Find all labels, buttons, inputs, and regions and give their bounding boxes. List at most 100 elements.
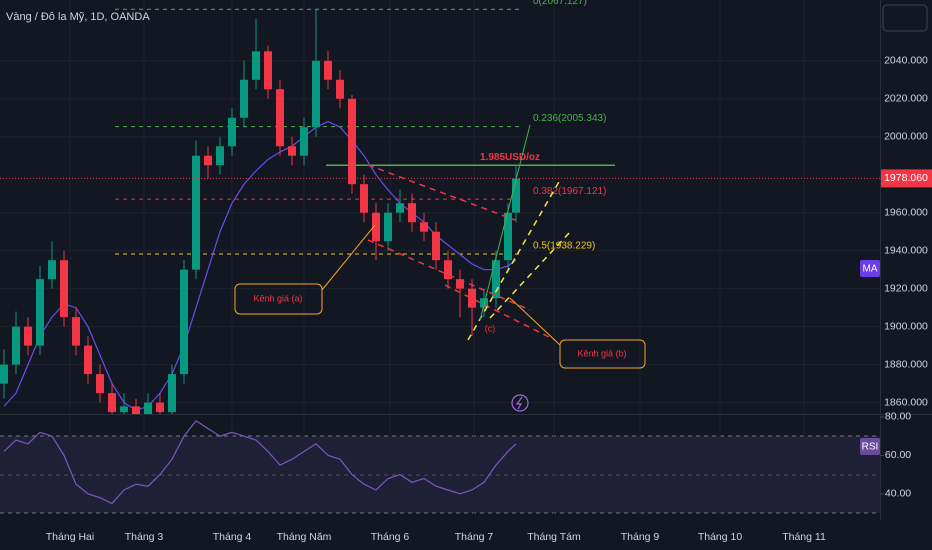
toolbar-box <box>882 4 928 32</box>
y-tick-label: 1960.000 <box>884 206 928 218</box>
candle-body <box>12 326 20 365</box>
candle-body <box>300 127 308 156</box>
rsi-tag <box>860 438 880 455</box>
ma-tag-label: MA <box>863 264 878 275</box>
candle-body <box>144 402 152 414</box>
candle-body <box>276 89 284 147</box>
candle-body <box>204 155 212 166</box>
x-tick-label: Tháng 3 <box>125 531 164 543</box>
candle-body <box>444 260 452 280</box>
y-tick-label: 2040.000 <box>884 55 928 67</box>
callout-box <box>234 283 323 315</box>
rsi-tick-label: 40.00 <box>885 488 911 500</box>
candle-body <box>504 212 512 261</box>
candle-body <box>456 279 464 289</box>
candle-body <box>240 79 248 118</box>
candle-body <box>60 260 68 318</box>
y-tick-label: 1860.000 <box>884 396 928 408</box>
rsi-tick-label: 80.00 <box>885 411 911 423</box>
last-price-label: 1978.060 <box>884 172 928 184</box>
channel-line <box>367 164 516 221</box>
y-tick-label: 2020.000 <box>884 93 928 105</box>
alert-icon <box>511 394 529 412</box>
y-tick-label: 1900.000 <box>884 320 928 332</box>
callout-box <box>559 339 646 369</box>
candle-body <box>84 345 92 375</box>
candle-body <box>288 146 296 156</box>
candle-body <box>264 51 272 90</box>
channel-line <box>444 284 556 341</box>
fib-label: 0.236(2005.343) <box>533 113 606 124</box>
x-tick-label: Tháng Tám <box>527 531 581 543</box>
candle-body <box>432 231 440 261</box>
candle-body <box>192 155 200 270</box>
y-tick-label: 2000.000 <box>884 131 928 143</box>
x-tick-label: Tháng 10 <box>698 531 743 543</box>
candle-body <box>72 317 80 346</box>
callout-line <box>509 297 561 346</box>
y-tick-label: 1940.000 <box>884 244 928 256</box>
fib-label: 0.382(1967.121) <box>533 186 606 197</box>
x-tick-label: Tháng 4 <box>213 531 252 543</box>
candle-body <box>468 288 476 308</box>
drawings <box>234 4 928 412</box>
chart-title: Vàng / Đô la Mỹ, 1D, OANDA <box>6 11 150 23</box>
ma-tag <box>860 260 880 277</box>
callout-line <box>321 224 376 291</box>
candle-body <box>156 402 164 413</box>
x-tick-label: Tháng 11 <box>782 531 826 543</box>
note: (c) <box>485 323 496 333</box>
candle-body <box>252 51 260 80</box>
rsi-tag-label: RSI <box>862 442 879 453</box>
candle-body <box>492 260 500 299</box>
channel-line <box>489 231 571 319</box>
candle-body <box>216 146 224 166</box>
candle-body <box>228 117 236 147</box>
rsi-pane <box>3 419 517 505</box>
x-tick-label: Tháng 7 <box>455 531 494 543</box>
trend-line <box>479 124 531 321</box>
candle-body <box>312 60 320 128</box>
candle-body <box>512 178 520 213</box>
x-tick-label: Tháng 6 <box>371 531 410 543</box>
candle-body <box>372 212 380 242</box>
y-tick-label: 1880.000 <box>884 358 928 370</box>
x-tick-label: Tháng Hai <box>46 531 94 543</box>
x-tick-label: Tháng Năm <box>277 531 332 543</box>
alert-icon <box>515 396 523 410</box>
price-pane: 0(2067.127) 0.236(2005.343) 0.382(1967.121… <box>0 0 880 414</box>
rsi-tick-label: 60.00 <box>885 449 911 461</box>
candle-body <box>408 203 416 223</box>
candle-body <box>120 406 128 413</box>
fib-label: 0.5(1938.229) <box>533 241 595 252</box>
last-price-tag <box>881 169 932 188</box>
note: Kênh giá (b) <box>577 348 626 358</box>
fib-label: 0(2067.127) <box>533 0 587 7</box>
candle-body <box>24 326 32 346</box>
candle-body <box>48 260 56 280</box>
candle-body <box>96 374 104 394</box>
channel-line <box>467 179 561 341</box>
resistance-label: 1.985USD/oz <box>480 152 540 163</box>
y-tick-label: 1920.000 <box>884 282 928 294</box>
note: Kênh giá (a) <box>253 293 302 303</box>
candle-body <box>324 60 332 80</box>
candle-body <box>108 393 116 413</box>
candle-body <box>384 212 392 242</box>
x-tick-label: Tháng 9 <box>621 531 660 543</box>
candle-body <box>396 203 404 213</box>
channel-line <box>367 239 531 311</box>
candle-body <box>132 406 140 414</box>
candle-body <box>180 269 188 375</box>
candle-body <box>360 184 368 213</box>
candle-body <box>348 98 356 185</box>
candle-body <box>336 79 344 99</box>
candle-body <box>420 222 428 232</box>
candle-body <box>0 364 8 384</box>
rsi-line <box>3 419 517 505</box>
candle-body <box>168 374 176 413</box>
candle-body <box>36 279 44 346</box>
